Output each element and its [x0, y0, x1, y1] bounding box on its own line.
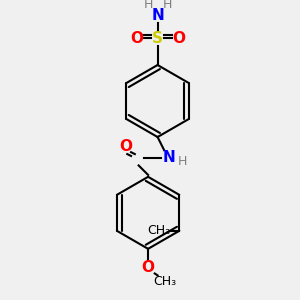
- Text: N: N: [163, 150, 175, 165]
- Text: O: O: [130, 31, 143, 46]
- Text: O: O: [142, 260, 154, 275]
- Text: S: S: [152, 31, 163, 46]
- Text: H: H: [178, 155, 187, 168]
- Text: O: O: [172, 31, 185, 46]
- Text: H: H: [143, 0, 153, 11]
- Text: O: O: [119, 139, 132, 154]
- Text: CH₃: CH₃: [154, 274, 177, 287]
- Text: CH₃: CH₃: [147, 224, 170, 237]
- Text: H: H: [162, 0, 172, 11]
- Text: N: N: [151, 8, 164, 23]
